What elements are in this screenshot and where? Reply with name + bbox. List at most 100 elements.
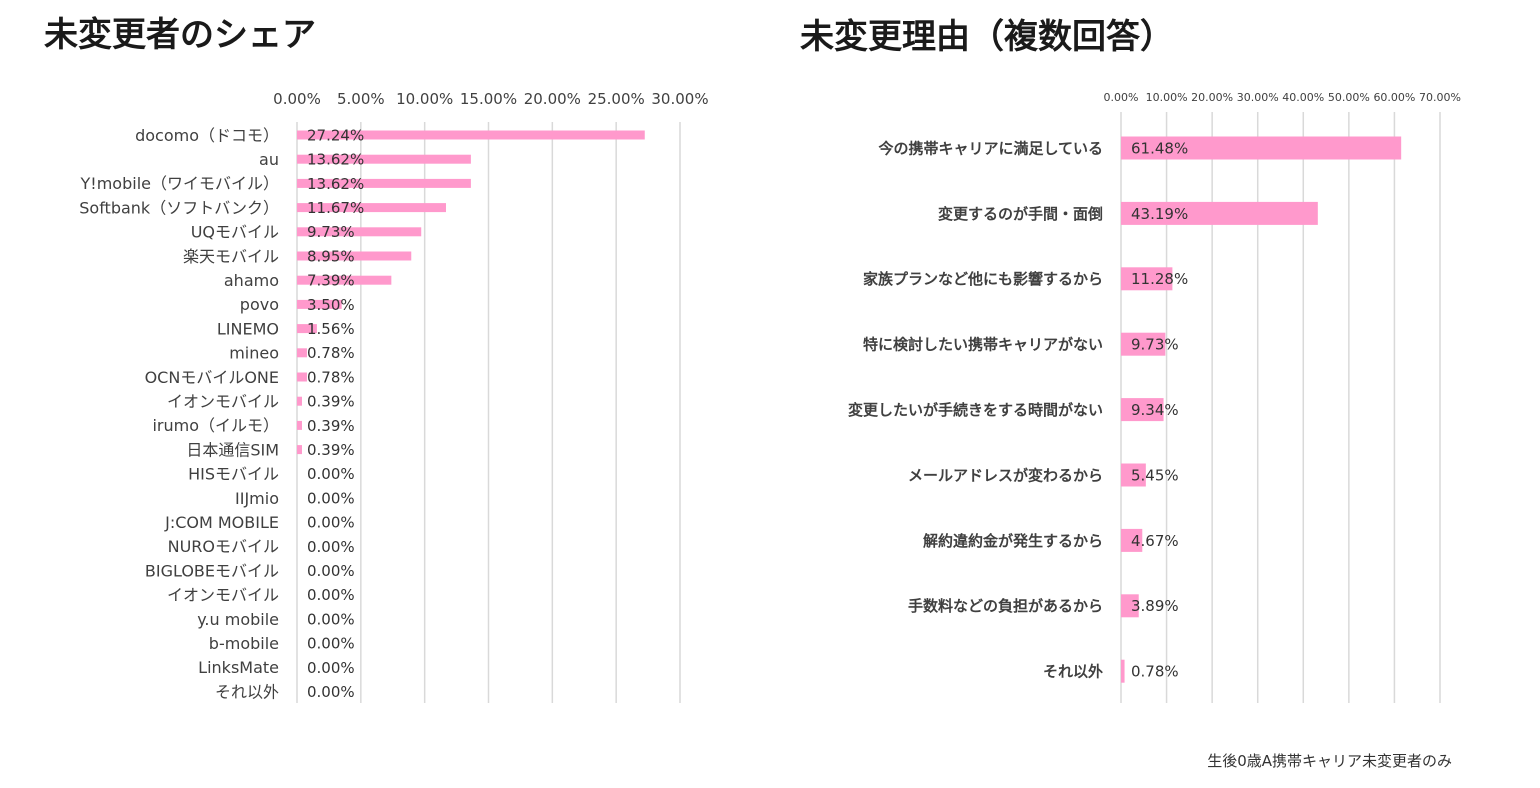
chart0-data-label: 13.62% [307,175,364,193]
chart0-data-label: 0.00% [307,683,355,701]
chart1-data-label: 0.78% [1131,663,1179,681]
chart0-x-tick-label: 10.00% [396,90,453,108]
chart0-bar [297,203,446,213]
chart0-category-label: OCNモバイルONE [145,368,279,387]
footnote: 生後0歳A携帯キャリア未変更者のみ [1207,752,1452,770]
chart0-data-label: 0.00% [307,635,355,653]
chart0-data-label: 0.00% [307,489,355,507]
chart0-bar [297,227,422,237]
chart0-category-label: LINEMO [217,319,279,338]
chart0-data-label: 11.67% [307,199,364,217]
chart0-x-tick-label: 5.00% [337,90,385,108]
chart0-category-label: irumo（イルモ） [152,416,279,435]
chart0-bar [297,420,302,430]
chart0-bar [297,348,307,358]
chart1-bar [1121,136,1402,160]
chart0-data-label: 0.78% [307,368,355,386]
chart1-data-label: 43.19% [1131,205,1188,223]
chart0-bar [297,396,302,406]
chart1-category-label: 特に検討したい携帯キャリアがない [863,336,1103,354]
chart1-x-tick-label: 50.00% [1328,91,1370,104]
chart0-category-label: NUROモバイル [168,537,279,556]
chart0-category-label: ahamo [224,271,279,290]
chart0-data-label: 0.00% [307,538,355,556]
chart1-data-label: 4.67% [1131,532,1179,550]
chart0-category-label: mineo [229,344,279,363]
chart0-bar [297,299,342,309]
chart0-category-label: Softbank（ソフトバンク） [79,198,279,217]
chart1-x-tick-label: 20.00% [1191,91,1233,104]
chart1-data-label: 9.73% [1131,336,1179,354]
chart0-bar [297,154,471,164]
chart0-category-label: BIGLOBEモバイル [145,561,279,580]
chart0-data-label: 0.00% [307,586,355,604]
chart1-category-label: 変更するのが手間・面倒 [938,205,1103,223]
chart0-category-label: IIJmio [235,489,279,508]
chart0-category-label: それ以外 [215,682,279,701]
chart1-data-label: 3.89% [1131,597,1179,615]
chart1-category-label: 解約違約金が発生するから [923,532,1103,550]
chart1-x-tick-label: 60.00% [1373,91,1415,104]
chart0-data-label: 1.56% [307,320,355,338]
chart1-category-label: メールアドレスが変わるから [908,466,1103,484]
chart0-x-tick-label: 15.00% [460,90,517,108]
chart1-data-label: 9.34% [1131,401,1179,419]
chart0-data-label: 0.39% [307,393,355,411]
chart0-data-label: 9.73% [307,223,355,241]
chart0-category-label: 日本通信SIM [186,440,279,459]
chart0-data-label: 7.39% [307,272,355,290]
chart1-bar [1121,659,1125,683]
chart1-x-tick-label: 70.00% [1419,91,1461,104]
chart0-category-label: au [259,150,279,169]
right-chart-title: 未変更理由（複数回答） [800,17,1174,57]
chart0-category-label: y.u mobile [197,610,279,629]
chart1-bar [1121,201,1318,225]
chart0-bar [297,324,317,334]
chart0-data-label: 0.00% [307,610,355,628]
chart1-bar [1121,594,1139,618]
chart0-category-label: 楽天モバイル [183,247,279,266]
chart1-bar [1121,267,1173,291]
chart1-x-tick-label: 0.00% [1104,91,1139,104]
chart0-data-label: 3.50% [307,296,355,314]
chart0-bar [297,275,392,285]
chart0-bar [297,178,471,188]
chart0-data-label: 0.39% [307,417,355,435]
chart0-category-label: J:COM MOBILE [164,513,279,532]
chart0-category-label: docomo（ドコモ） [135,126,279,145]
chart1-category-label: 変更したいが手続きをする時間がない [848,401,1103,419]
chart0-x-tick-label: 20.00% [524,90,581,108]
chart0-data-label: 27.24% [307,126,364,144]
chart0-x-tick-label: 30.00% [651,90,708,108]
chart0-x-tick-label: 25.00% [588,90,645,108]
chart1-bar [1121,398,1164,422]
chart1-data-label: 11.28% [1131,270,1188,288]
chart1-data-label: 5.45% [1131,466,1179,484]
chart1-x-tick-label: 10.00% [1146,91,1188,104]
chart1-bar [1121,332,1166,356]
chart0-bar [297,130,645,140]
chart0-bar [297,445,302,455]
chart0-category-label: b-mobile [209,634,279,653]
chart0-category-label: LinksMate [198,658,279,677]
chart0-category-label: イオンモバイル [167,392,279,411]
chart0-category-label: UQモバイル [191,223,279,242]
chart0-data-label: 0.00% [307,659,355,677]
chart0-bar [297,372,307,382]
chart0-category-label: イオンモバイル [167,586,279,605]
chart1-category-label: 手数料などの負担があるから [908,597,1103,615]
chart1-category-label: それ以外 [1043,663,1103,681]
chart1-data-label: 61.48% [1131,139,1188,157]
chart0-bar [297,251,412,261]
chart1-bar [1121,528,1143,552]
chart0-x-tick-label: 0.00% [273,90,321,108]
chart0-category-label: HISモバイル [188,465,279,484]
chart0-data-label: 8.95% [307,247,355,265]
chart0-category-label: Y!mobile（ワイモバイル） [80,174,279,193]
chart0-data-label: 0.00% [307,514,355,532]
chart1-x-tick-label: 30.00% [1237,91,1279,104]
chart0-data-label: 0.00% [307,465,355,483]
chart0-data-label: 0.39% [307,441,355,459]
chart1-category-label: 今の携帯キャリアに満足している [877,139,1103,157]
